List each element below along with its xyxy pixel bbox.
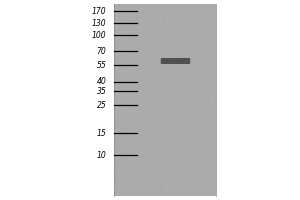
Text: 40: 40 (97, 77, 106, 86)
Text: 70: 70 (97, 46, 106, 55)
Text: 100: 100 (92, 30, 106, 40)
Text: 130: 130 (92, 19, 106, 27)
Text: 170: 170 (92, 6, 106, 16)
Text: 10: 10 (97, 151, 106, 160)
Text: 35: 35 (97, 87, 106, 96)
Text: 55: 55 (97, 60, 106, 70)
Bar (114, 4, 216, 196)
Text: 15: 15 (97, 129, 106, 138)
FancyBboxPatch shape (161, 58, 190, 64)
Text: 25: 25 (97, 100, 106, 110)
